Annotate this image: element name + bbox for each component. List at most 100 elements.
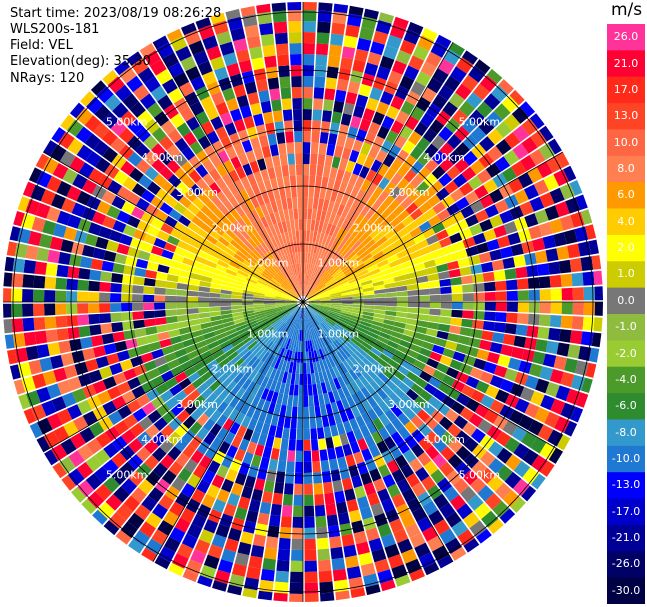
velocity-gate bbox=[418, 302, 430, 308]
velocity-gate bbox=[176, 543, 194, 559]
velocity-gate bbox=[313, 265, 319, 277]
velocity-gate bbox=[340, 289, 352, 294]
velocity-gate bbox=[363, 256, 375, 266]
velocity-gate bbox=[235, 387, 246, 400]
velocity-gate bbox=[444, 252, 458, 263]
velocity-gate bbox=[144, 118, 160, 134]
velocity-gate bbox=[426, 234, 439, 246]
velocity-gate bbox=[304, 461, 312, 473]
velocity-gate bbox=[286, 298, 298, 302]
velocity-gate bbox=[437, 208, 451, 222]
velocity-gate bbox=[133, 84, 150, 101]
velocity-gate bbox=[223, 52, 238, 67]
velocity-gate bbox=[268, 424, 277, 437]
velocity-gate bbox=[362, 314, 374, 321]
velocity-gate bbox=[487, 145, 503, 162]
velocity-gate bbox=[225, 365, 237, 377]
velocity-gate bbox=[140, 211, 155, 225]
velocity-gate bbox=[329, 458, 339, 471]
velocity-gate bbox=[470, 389, 485, 403]
velocity-gate bbox=[422, 128, 438, 143]
velocity-gate bbox=[528, 289, 540, 301]
velocity-gate bbox=[409, 365, 423, 377]
velocity-gate bbox=[299, 362, 303, 374]
range-ring-label: 2.00km bbox=[353, 363, 395, 376]
velocity-gate bbox=[211, 278, 223, 285]
velocity-gate bbox=[235, 324, 248, 332]
velocity-gate bbox=[298, 263, 302, 275]
velocity-gate bbox=[479, 75, 498, 93]
velocity-gate bbox=[67, 376, 82, 391]
velocity-gate bbox=[555, 152, 570, 168]
velocity-gate bbox=[339, 433, 349, 446]
velocity-gate bbox=[433, 493, 449, 510]
velocity-gate bbox=[335, 168, 345, 181]
velocity-gate bbox=[283, 209, 290, 221]
velocity-gate bbox=[311, 450, 320, 462]
velocity-gate bbox=[389, 24, 406, 40]
velocity-gate bbox=[368, 537, 383, 552]
velocity-gate bbox=[416, 239, 429, 250]
velocity-gate bbox=[380, 268, 393, 276]
velocity-gate bbox=[305, 286, 311, 297]
velocity-gate bbox=[333, 179, 342, 192]
velocity-gate bbox=[315, 326, 323, 337]
velocity-gate bbox=[195, 17, 212, 30]
velocity-gate bbox=[218, 388, 230, 401]
velocity-gate bbox=[59, 456, 76, 474]
velocity-gate bbox=[269, 224, 277, 237]
velocity-gate bbox=[220, 289, 232, 295]
velocity-gate bbox=[209, 302, 221, 307]
velocity-gate bbox=[422, 500, 439, 516]
velocity-gate bbox=[379, 55, 395, 70]
velocity-gate bbox=[303, 98, 313, 110]
velocity-gate bbox=[167, 358, 180, 370]
velocity-gate bbox=[207, 460, 221, 474]
colorbar-tick-label: 6.0 bbox=[617, 188, 635, 202]
velocity-gate bbox=[391, 493, 406, 508]
velocity-gate bbox=[209, 182, 222, 195]
velocity-gate bbox=[189, 324, 202, 332]
velocity-gate bbox=[77, 444, 94, 461]
velocity-gate bbox=[309, 175, 316, 187]
velocity-gate bbox=[264, 156, 274, 169]
velocity-gate bbox=[389, 518, 404, 533]
velocity-gate bbox=[191, 513, 207, 529]
velocity-gate bbox=[283, 416, 291, 429]
velocity-gate bbox=[432, 94, 448, 110]
velocity-gate bbox=[114, 253, 127, 265]
velocity-gate bbox=[548, 448, 563, 464]
velocity-gate bbox=[17, 196, 30, 212]
velocity-gate bbox=[260, 168, 270, 182]
velocity-gate bbox=[224, 538, 239, 553]
velocity-gate bbox=[254, 246, 265, 257]
velocity-gate bbox=[253, 306, 265, 310]
velocity-gate bbox=[306, 329, 310, 341]
velocity-gate bbox=[408, 55, 425, 71]
velocity-gate bbox=[315, 231, 322, 243]
velocity-gate bbox=[249, 343, 260, 353]
velocity-gate bbox=[286, 461, 295, 473]
velocity-gate bbox=[511, 346, 525, 360]
velocity-gate bbox=[201, 326, 214, 335]
velocity-gate bbox=[449, 232, 463, 244]
velocity-gate bbox=[401, 394, 414, 407]
velocity-gate bbox=[489, 375, 504, 389]
velocity-gate bbox=[346, 430, 357, 444]
velocity-gate bbox=[311, 373, 316, 385]
velocity-gate bbox=[345, 196, 355, 209]
velocity-gate bbox=[11, 288, 23, 302]
velocity-gate bbox=[36, 247, 50, 262]
velocity-gate bbox=[504, 368, 518, 382]
velocity-gate bbox=[120, 521, 138, 539]
velocity-gate bbox=[378, 263, 391, 272]
velocity-gate bbox=[549, 274, 562, 288]
velocity-gate bbox=[44, 449, 59, 466]
colorbar-segment bbox=[607, 498, 645, 526]
velocity-gate bbox=[233, 192, 245, 205]
velocity-gate bbox=[42, 370, 57, 386]
velocity-gate bbox=[262, 270, 273, 280]
velocity-gate bbox=[174, 390, 188, 403]
velocity-gate bbox=[60, 114, 75, 131]
velocity-gate bbox=[545, 248, 559, 262]
